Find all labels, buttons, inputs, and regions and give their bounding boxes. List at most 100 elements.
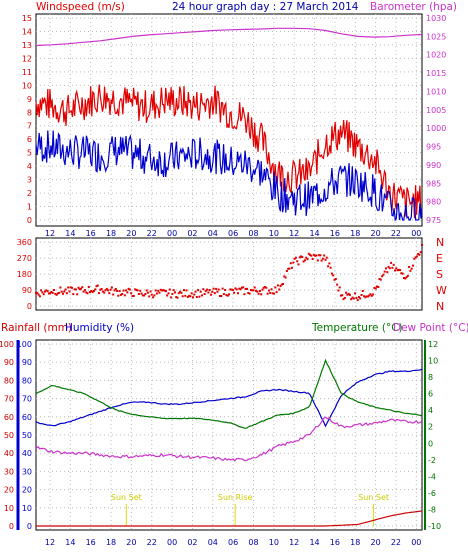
dir-point xyxy=(258,290,261,292)
dir-point xyxy=(270,288,273,291)
dir-point xyxy=(385,267,387,270)
dir-point xyxy=(63,290,66,293)
dir-point xyxy=(266,292,269,295)
dir-point xyxy=(282,283,284,285)
thr-x-tick: 20 xyxy=(126,538,136,547)
thr-x-tick: 18 xyxy=(350,538,360,547)
dir-point xyxy=(226,294,229,297)
dir-point xyxy=(174,291,176,294)
dir-point xyxy=(336,283,339,286)
dir-point xyxy=(391,266,394,269)
wind-x-tick: 18 xyxy=(106,229,116,238)
dir-point xyxy=(386,271,389,274)
dir-point xyxy=(211,290,214,293)
dir-point xyxy=(55,293,58,296)
dir-point xyxy=(397,268,400,271)
dir-point xyxy=(127,287,130,290)
dir-point xyxy=(330,272,333,275)
wind-x-tick: 10 xyxy=(269,229,279,238)
dir-point xyxy=(346,293,349,296)
temp-y-tick: 0 xyxy=(428,439,433,448)
dir-point xyxy=(202,288,205,291)
dir-point xyxy=(274,286,277,289)
dir-point xyxy=(101,290,104,293)
dir-point xyxy=(132,294,135,297)
rain-y-tick: 60 xyxy=(4,413,14,422)
dir-point xyxy=(119,293,122,296)
dir-point xyxy=(199,290,202,293)
wind-y-tick: 5 xyxy=(27,149,32,158)
dir-point xyxy=(155,292,158,295)
rain-y-tick: 30 xyxy=(4,467,14,476)
dir-point xyxy=(162,289,165,292)
dir-point xyxy=(193,293,196,296)
dir-point xyxy=(414,256,417,259)
dir-y-tick: 0 xyxy=(27,302,32,311)
sun-label: Sun Set xyxy=(111,493,142,502)
baro-y-tick: 1030 xyxy=(426,14,446,23)
dir-point xyxy=(62,292,64,295)
dir-point xyxy=(337,289,340,292)
wind-y-tick: 3 xyxy=(27,176,32,185)
dir-point xyxy=(332,274,335,277)
dir-point xyxy=(262,286,265,289)
humidity-y-tick: 70 xyxy=(22,395,32,404)
dir-point xyxy=(265,286,268,289)
dir-point xyxy=(185,289,188,292)
gust-series-line xyxy=(35,84,423,219)
dir-point xyxy=(74,288,77,291)
dir-point xyxy=(198,295,201,298)
dir-point xyxy=(126,291,129,294)
dir-point xyxy=(314,254,317,257)
thr-x-tick: 02 xyxy=(187,538,197,547)
temp-y-tick: -10 xyxy=(428,522,441,531)
dir-point xyxy=(256,290,259,293)
dir-point xyxy=(412,264,414,267)
dir-point xyxy=(231,289,234,291)
dir-point xyxy=(207,291,210,294)
thr-x-tick: 22 xyxy=(391,538,401,547)
dir-point xyxy=(229,288,232,291)
dir-point xyxy=(419,251,422,254)
thr-x-tick: 22 xyxy=(147,538,157,547)
dir-point xyxy=(109,288,112,291)
dir-point xyxy=(83,289,86,292)
dir-point xyxy=(283,275,286,278)
dir-point xyxy=(370,294,373,297)
dir-point xyxy=(339,294,342,297)
thr-x-tick: 06 xyxy=(228,538,238,547)
dir-point xyxy=(82,290,85,293)
dir-point xyxy=(177,292,180,295)
temp-y-tick: 8 xyxy=(428,373,433,382)
dir-point xyxy=(298,256,301,259)
dir-point xyxy=(396,269,399,272)
rainfall-title: Rainfall (mm) xyxy=(1,322,72,334)
dir-point xyxy=(388,267,391,270)
dir-point xyxy=(65,292,68,295)
dir-point xyxy=(171,292,174,295)
thr-x-tick: 12 xyxy=(45,538,55,547)
wind-x-tick: 08 xyxy=(248,229,258,238)
dir-point xyxy=(363,295,366,298)
dir-point xyxy=(154,289,157,292)
dir-point xyxy=(69,286,72,289)
dir-point xyxy=(38,295,41,298)
dir-point xyxy=(368,294,371,297)
dir-point xyxy=(291,266,293,269)
humidity-y-tick: 50 xyxy=(22,431,32,440)
dir-point xyxy=(36,292,39,295)
dir-point xyxy=(387,265,390,268)
dir-point xyxy=(303,259,306,262)
dir-point xyxy=(125,289,128,292)
dir-point xyxy=(197,289,200,292)
dir-point xyxy=(373,286,376,289)
dir-point xyxy=(220,295,223,297)
dir-point xyxy=(305,256,308,259)
rain-y-tick: 100 xyxy=(0,340,14,349)
dir-point xyxy=(413,257,416,260)
wind-y-tick: 1 xyxy=(27,203,32,212)
dir-point xyxy=(58,291,61,294)
dir-point xyxy=(284,276,287,279)
dewpoint-series-line xyxy=(35,416,423,462)
